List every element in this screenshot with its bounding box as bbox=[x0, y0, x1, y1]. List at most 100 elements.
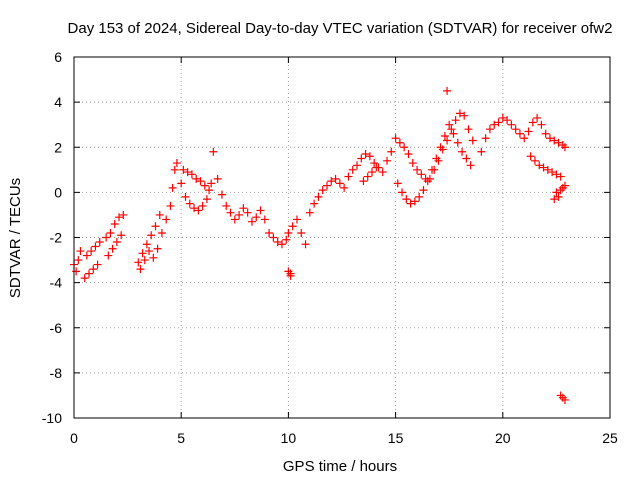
data-point bbox=[348, 165, 357, 174]
y-tick-label: 6 bbox=[54, 49, 62, 65]
data-point bbox=[142, 240, 151, 249]
x-tick-label: 20 bbox=[495, 430, 511, 446]
data-point bbox=[524, 127, 533, 136]
data-point bbox=[140, 256, 149, 265]
y-tick-label: 4 bbox=[54, 94, 62, 110]
data-point bbox=[485, 125, 494, 134]
data-point bbox=[481, 134, 490, 143]
x-axis-label: GPS time / hours bbox=[283, 458, 397, 475]
data-point bbox=[74, 256, 83, 265]
data-point bbox=[515, 129, 524, 138]
x-tick-label: 0 bbox=[70, 430, 78, 446]
data-point bbox=[89, 265, 98, 274]
data-point bbox=[344, 172, 353, 181]
data-point bbox=[269, 233, 278, 242]
data-point bbox=[76, 247, 85, 256]
data-point bbox=[226, 208, 235, 217]
data-point bbox=[395, 138, 404, 147]
data-point bbox=[284, 228, 293, 237]
data-point bbox=[552, 170, 561, 179]
data-point bbox=[297, 228, 306, 237]
data-point bbox=[331, 174, 340, 183]
data-point bbox=[370, 159, 379, 168]
y-tick-label: 0 bbox=[54, 184, 62, 200]
data-point bbox=[200, 181, 209, 190]
data-point bbox=[458, 147, 467, 156]
data-point bbox=[462, 154, 471, 163]
data-point bbox=[535, 161, 544, 170]
data-point bbox=[494, 118, 503, 127]
data-point bbox=[530, 156, 539, 165]
data-point bbox=[80, 274, 89, 283]
data-point bbox=[282, 235, 291, 244]
data-point bbox=[410, 197, 419, 206]
data-point bbox=[550, 195, 559, 204]
data-point bbox=[548, 168, 557, 177]
data-point bbox=[260, 215, 269, 224]
data-point bbox=[365, 152, 374, 161]
data-point bbox=[239, 204, 248, 213]
data-point bbox=[196, 177, 205, 186]
y-axis-label: SDTVAR / TECUs bbox=[7, 178, 24, 298]
data-point bbox=[415, 192, 424, 201]
data-point bbox=[372, 163, 381, 172]
data-point bbox=[209, 147, 218, 156]
data-point bbox=[511, 125, 520, 134]
data-point bbox=[136, 265, 145, 274]
data-point bbox=[453, 138, 462, 147]
data-point bbox=[265, 228, 274, 237]
data-point bbox=[119, 210, 128, 219]
data-point bbox=[378, 168, 387, 177]
data-point bbox=[449, 129, 458, 138]
data-point bbox=[292, 215, 301, 224]
data-point bbox=[443, 86, 452, 95]
data-point bbox=[552, 188, 561, 197]
data-point bbox=[438, 145, 447, 154]
y-tick-label: -8 bbox=[50, 365, 63, 381]
data-point bbox=[543, 165, 552, 174]
data-point bbox=[288, 222, 297, 231]
data-point bbox=[419, 186, 428, 195]
data-point bbox=[72, 267, 81, 276]
y-tick-labels: -10 -8 -6 -4 -2 0 2 4 6 bbox=[42, 49, 62, 426]
data-point bbox=[490, 120, 499, 129]
data-point bbox=[408, 159, 417, 168]
data-point bbox=[363, 172, 372, 181]
data-point bbox=[115, 213, 124, 222]
data-point bbox=[554, 138, 563, 147]
data-point bbox=[82, 251, 91, 260]
data-point bbox=[404, 150, 413, 159]
data-point bbox=[117, 231, 126, 240]
data-point bbox=[213, 174, 222, 183]
data-point bbox=[91, 242, 100, 251]
data-point bbox=[560, 143, 569, 152]
data-point bbox=[359, 177, 368, 186]
data-point bbox=[145, 247, 154, 256]
data-point bbox=[541, 129, 550, 138]
data-point bbox=[556, 172, 565, 181]
data-point bbox=[391, 134, 400, 143]
data-point bbox=[185, 199, 194, 208]
data-point bbox=[166, 201, 175, 210]
data-point bbox=[202, 195, 211, 204]
data-point bbox=[406, 199, 415, 208]
x-tick-labels: 0 5 10 15 20 25 bbox=[70, 430, 618, 446]
data-point bbox=[560, 181, 569, 190]
data-point bbox=[402, 195, 411, 204]
data-point bbox=[387, 147, 396, 156]
data-point bbox=[217, 190, 226, 199]
data-point bbox=[112, 238, 121, 247]
data-point bbox=[177, 179, 186, 188]
data-point bbox=[434, 156, 443, 165]
data-point bbox=[550, 136, 559, 145]
data-point bbox=[520, 134, 529, 143]
data-point bbox=[537, 120, 546, 129]
data-point bbox=[353, 161, 362, 170]
data-point bbox=[305, 208, 314, 217]
data-point bbox=[168, 183, 177, 192]
data-point bbox=[560, 395, 569, 404]
data-point bbox=[198, 201, 207, 210]
data-point bbox=[445, 120, 454, 129]
data-point bbox=[172, 159, 181, 168]
